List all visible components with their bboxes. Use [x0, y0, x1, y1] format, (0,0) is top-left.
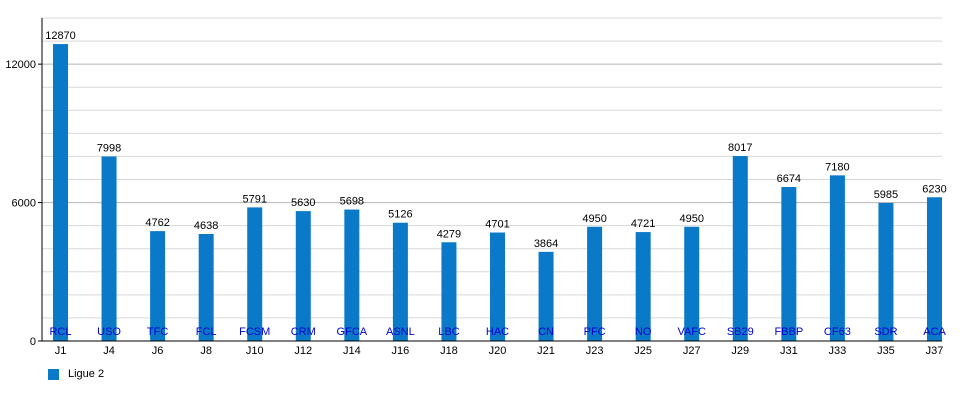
axes [41, 18, 942, 342]
bars [53, 44, 942, 342]
bar [295, 211, 311, 341]
value-label: 6230 [922, 183, 946, 195]
value-label: 4701 [485, 219, 509, 231]
value-label: 5985 [874, 189, 898, 201]
legend-label: Ligue 2 [68, 368, 105, 380]
team-label: HAC [486, 326, 509, 338]
y-tick-label: 0 [30, 336, 36, 348]
team-label: FCSM [239, 326, 270, 338]
value-label: 8017 [728, 142, 752, 154]
x-tick-label: J21 [537, 345, 555, 357]
y-tick-label: 6000 [12, 198, 36, 210]
value-label: 5791 [242, 193, 266, 205]
team-label: PFC [584, 326, 606, 338]
legend-swatch [48, 368, 59, 380]
x-tick-label: J31 [780, 345, 798, 357]
bar [732, 156, 748, 341]
bar [635, 232, 651, 341]
x-tick-label: J29 [731, 345, 749, 357]
value-label: 4762 [145, 217, 169, 229]
x-tick-label: J12 [294, 345, 312, 357]
team-label: CN [538, 326, 554, 338]
value-label: 4950 [582, 213, 606, 225]
x-tick-label: J33 [829, 345, 847, 357]
team-label: ACA [923, 326, 946, 338]
legend: Ligue 2 [48, 368, 104, 380]
bar [344, 209, 360, 341]
x-tick-label: J8 [200, 345, 212, 357]
value-label: 4721 [631, 218, 655, 230]
team-label: SB29 [727, 326, 754, 338]
x-tick-label: J25 [634, 345, 652, 357]
x-tick-label: J20 [489, 345, 507, 357]
team-label: CF63 [824, 326, 851, 338]
bar [441, 242, 457, 341]
bar [684, 226, 700, 341]
value-label: 3864 [534, 238, 558, 250]
team-label: RCL [49, 326, 71, 338]
team-label: CRM [291, 326, 316, 338]
bar [781, 187, 797, 341]
x-tick-labels: J1 J4 J6 J8 J10 J12 J14 J16 J18 J20 J21 J23 J25 J27 J2… [55, 345, 944, 357]
team-label: LBC [438, 326, 459, 338]
bar [101, 156, 117, 341]
bar [53, 44, 68, 342]
grid-lines [42, 17, 942, 319]
x-tick-label: J16 [392, 345, 410, 357]
bar [150, 231, 166, 341]
value-label: 5698 [340, 196, 364, 208]
bar [198, 233, 214, 341]
x-tick-label: J4 [103, 345, 115, 357]
value-label: 6674 [777, 173, 801, 185]
value-label: 5126 [388, 209, 412, 221]
bar [878, 202, 894, 341]
value-label: 4279 [437, 228, 461, 240]
x-tick-label: J35 [877, 345, 895, 357]
x-tick-label: J27 [683, 345, 701, 357]
x-tick-label: J10 [246, 345, 264, 357]
x-tick-label: J1 [55, 345, 67, 357]
y-tick-labels: 0 6000 12000 [5, 59, 42, 348]
bar [927, 197, 942, 341]
team-label: FBBP [774, 326, 803, 338]
team-label: TFC [147, 326, 168, 338]
x-tick-label: J18 [440, 345, 458, 357]
team-labels: RCL USO TFC FCL FCSM CRM GFCA ASNL LBC HAC CN PFC NO… [49, 326, 946, 338]
value-label: 7998 [97, 142, 121, 154]
value-labels: 12870 7998 4762 4638 5791 5630 5698 5126 4279 470… [45, 30, 947, 250]
x-tick-label: J6 [152, 345, 164, 357]
y-tick-label: 12000 [5, 59, 36, 71]
bar [247, 207, 263, 341]
team-label: ASNL [386, 326, 415, 338]
value-label: 7180 [825, 161, 849, 173]
team-label: VAFC [677, 326, 706, 338]
bar [392, 222, 408, 341]
value-label: 4638 [194, 220, 218, 232]
team-label: GFCA [337, 326, 368, 338]
bar [829, 175, 845, 341]
value-label: 5630 [291, 197, 315, 209]
team-label: NO [635, 326, 652, 338]
x-tick-label: J23 [586, 345, 604, 357]
team-label: USO [97, 326, 121, 338]
team-label: FCL [196, 326, 217, 338]
bar [538, 251, 554, 341]
x-tick-label: J37 [926, 345, 944, 357]
value-label: 4950 [679, 213, 703, 225]
bar [490, 232, 505, 341]
value-label: 12870 [45, 30, 76, 42]
team-label: SDR [874, 326, 897, 338]
x-tick-label: J14 [343, 345, 361, 357]
bar [587, 226, 603, 341]
